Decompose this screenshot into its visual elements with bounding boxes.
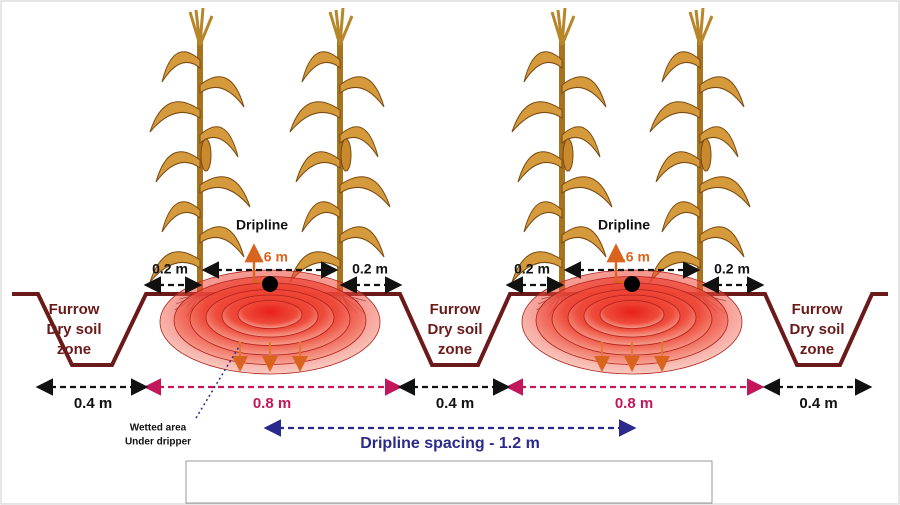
tassel [328,7,354,46]
edge-width: 0.2 m [152,261,188,277]
info-box [185,460,713,504]
furrow-label: zone [438,341,472,358]
cob [200,138,212,172]
cob [340,138,352,172]
leaf [655,151,701,183]
wetted-zone [159,269,381,375]
edge-width: 0.2 m [714,261,750,277]
leaf [199,126,239,158]
furrow-label: zone [800,341,834,358]
wetted-ring [599,300,665,329]
leaf [661,51,701,83]
furrow-width: 0.4 m [799,395,837,412]
wetted-ring [237,300,303,329]
note-pointer [195,344,241,419]
cob [562,138,574,172]
leaf [523,201,563,233]
furrow-label: Furrow [430,301,481,318]
leaf [699,76,745,108]
dripline-label: Dripline [236,217,288,233]
leaf [339,126,379,158]
leaf [561,226,607,258]
leaf [199,76,245,108]
leaf [161,201,201,233]
plants [149,7,751,323]
soil-profile [12,292,888,367]
leaf [295,151,341,183]
furrow-label: Dry soil [789,321,844,338]
leaf [699,226,745,258]
bed-width: 0.8 m [615,395,653,412]
leaf [155,151,201,183]
furrow-width: 0.4 m [436,395,474,412]
bed-width: 0.8 m [253,395,291,412]
edge-width: 0.2 m [352,261,388,277]
wetted-area-label: Under dripper [125,437,191,448]
leaf [561,126,601,158]
dripline-spacing: Dripline spacing - 1.2 m [360,435,540,452]
wetted-zone [521,269,743,375]
leaf [339,226,385,258]
furrow-label: Furrow [49,301,100,318]
leaf [339,76,385,108]
dripline-width: 0.6 m [614,249,650,265]
wetted-area-label: Wetted area [130,423,187,434]
leaf [199,226,245,258]
dripper [262,276,278,292]
leaf [517,151,563,183]
leaf [301,201,341,233]
leaf [699,176,751,208]
leaf [523,51,563,83]
dripline-label: Dripline [598,217,650,233]
tassel [188,7,214,46]
leaf [561,176,613,208]
furrow-width: 0.4 m [74,395,112,412]
leaf [149,101,201,133]
furrow-label: Dry soil [46,321,101,338]
leaf [649,101,701,133]
tassel [550,7,576,46]
edge-width: 0.2 m [514,261,550,277]
leaf [199,176,251,208]
leaf [301,51,341,83]
dripper [624,276,640,292]
dripline-width: 0.6 m [252,249,288,265]
leaf [661,201,701,233]
leaf [699,126,739,158]
tassel [688,7,714,46]
leaf [339,176,391,208]
leaf [289,101,341,133]
leaf [511,101,563,133]
leaf [561,76,607,108]
leaf [161,51,201,83]
furrow-label: zone [57,341,91,358]
cob [700,138,712,172]
furrow-label: Dry soil [427,321,482,338]
furrow-label: Furrow [792,301,843,318]
